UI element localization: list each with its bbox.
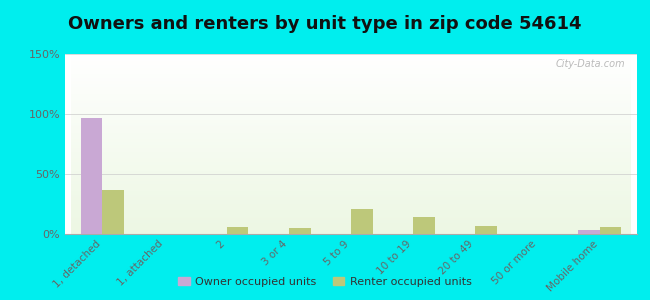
Bar — [81, 118, 102, 234]
Bar — [475, 226, 497, 234]
Legend: Owner occupied units, Renter occupied units: Owner occupied units, Renter occupied un… — [174, 272, 476, 291]
Bar — [227, 227, 248, 234]
Text: Owners and renters by unit type in zip code 54614: Owners and renters by unit type in zip c… — [68, 15, 582, 33]
Bar — [351, 209, 372, 234]
Text: City-Data.com: City-Data.com — [556, 59, 625, 69]
Bar — [578, 230, 600, 234]
Bar — [102, 190, 124, 234]
Bar — [413, 217, 435, 234]
Bar — [600, 227, 621, 234]
Bar — [289, 228, 311, 234]
